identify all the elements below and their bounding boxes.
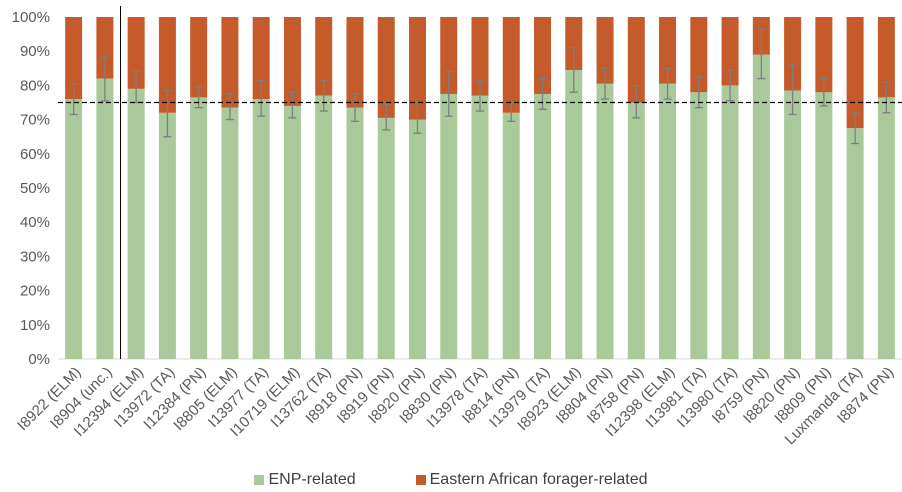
bar-eastern-african-forager: [596, 17, 614, 84]
bar-enp-related: [659, 83, 677, 359]
bar-enp-related: [721, 85, 739, 360]
bar-enp-related: [690, 92, 708, 360]
bar-eastern-african-forager: [65, 17, 83, 100]
bar-eastern-african-forager: [96, 17, 114, 79]
legend-label-forager: Eastern African forager-related: [429, 471, 648, 488]
legend-item-enp: ENP-related: [254, 471, 356, 489]
bar-enp-related: [65, 99, 83, 359]
bar-eastern-african-forager: [158, 17, 176, 113]
bar-eastern-african-forager: [471, 17, 489, 96]
bar-eastern-african-forager: [877, 17, 895, 98]
legend-label-enp: ENP-related: [268, 471, 356, 488]
bar-enp-related: [221, 107, 239, 359]
bar-eastern-african-forager: [283, 17, 301, 106]
bar-enp-related: [752, 54, 770, 360]
bar-eastern-african-forager: [190, 17, 208, 98]
chart-legend: ENP-related Eastern African forager-rela…: [0, 469, 902, 491]
bar-enp-related: [96, 78, 114, 359]
bar-eastern-african-forager: [721, 17, 739, 86]
bar-eastern-african-forager: [784, 17, 802, 91]
bar-enp-related: [471, 95, 489, 359]
bar-eastern-african-forager: [408, 17, 426, 120]
bar-eastern-african-forager: [315, 17, 333, 96]
bar-enp-related: [190, 97, 208, 360]
y-tick-label: 60%: [20, 146, 50, 163]
bar-eastern-african-forager: [252, 17, 270, 100]
bar-eastern-african-forager: [221, 17, 239, 108]
bar-eastern-african-forager: [127, 17, 145, 89]
y-tick-label: 30%: [20, 248, 50, 265]
legend-swatch-forager: [415, 475, 426, 485]
y-tick-label: 80%: [20, 77, 50, 94]
stacked-bar-chart: 0%10%20%30%40%50%60%70%80%90%100% I8922 …: [12, 6, 902, 448]
y-tick-label: 90%: [20, 43, 50, 60]
bar-enp-related: [534, 93, 552, 359]
y-tick-label: 0%: [28, 351, 50, 368]
bar-eastern-african-forager: [377, 17, 395, 118]
bar-enp-related: [877, 97, 895, 360]
bar-enp-related: [502, 112, 520, 359]
bar-enp-related: [565, 70, 583, 359]
bar-eastern-african-forager: [690, 17, 708, 93]
bar-eastern-african-forager: [346, 17, 364, 108]
bar-enp-related: [158, 112, 176, 359]
y-tick-label: 70%: [20, 112, 50, 129]
legend-item-forager: Eastern African forager-related: [415, 471, 648, 489]
legend-swatch-enp: [254, 475, 265, 485]
bar-enp-related: [127, 88, 145, 359]
y-tick-label: 100%: [12, 9, 50, 26]
bar-enp-related: [315, 95, 333, 359]
bar-eastern-african-forager: [627, 17, 645, 103]
y-tick-label: 10%: [20, 317, 50, 334]
bar-eastern-african-forager: [502, 17, 520, 113]
y-tick-label: 20%: [20, 283, 50, 300]
bar-enp-related: [346, 107, 364, 359]
bar-enp-related: [627, 102, 645, 359]
bar-enp-related: [283, 105, 301, 359]
y-tick-label: 40%: [20, 214, 50, 231]
y-tick-label: 50%: [20, 180, 50, 197]
bar-enp-related: [252, 99, 270, 359]
bar-enp-related: [377, 117, 395, 359]
bar-enp-related: [784, 90, 802, 359]
bar-enp-related: [596, 83, 614, 359]
bar-eastern-african-forager: [565, 17, 583, 71]
bar-eastern-african-forager: [846, 17, 864, 129]
bar-enp-related: [846, 128, 864, 359]
bar-eastern-african-forager: [815, 17, 833, 93]
bar-enp-related: [408, 119, 426, 359]
bar-eastern-african-forager: [659, 17, 677, 84]
bar-eastern-african-forager: [440, 17, 458, 94]
bar-eastern-african-forager: [534, 17, 552, 94]
bar-enp-related: [815, 92, 833, 360]
bar-enp-related: [440, 93, 458, 359]
